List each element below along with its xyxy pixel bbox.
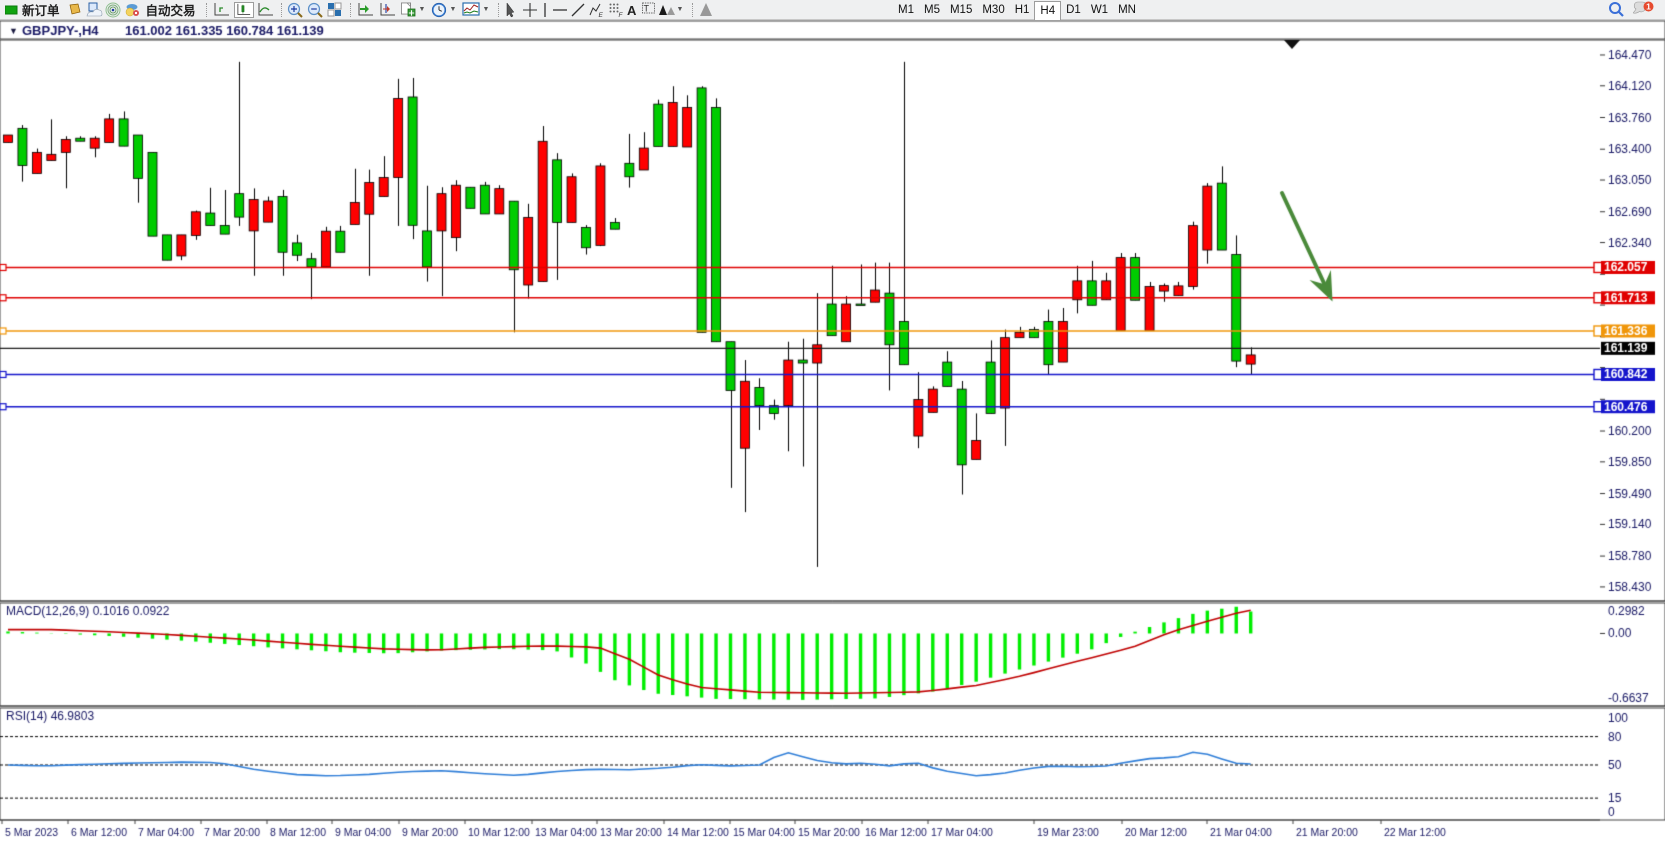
svg-text:1: 1: [1646, 1, 1651, 11]
svg-text:A: A: [627, 3, 637, 18]
svg-text:T: T: [643, 3, 649, 13]
svg-text:F: F: [618, 12, 623, 18]
svg-text:E: E: [598, 12, 603, 18]
